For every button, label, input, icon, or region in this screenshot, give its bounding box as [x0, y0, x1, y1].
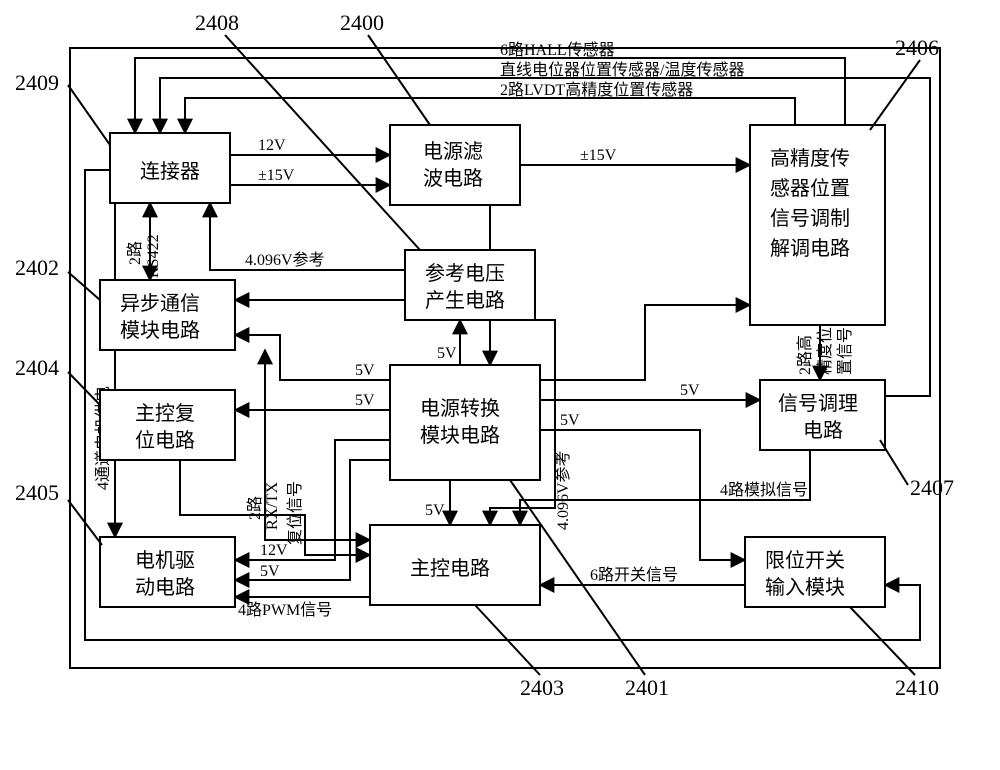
block-reset: 主控复 位电路 — [100, 390, 235, 460]
label-hall: 6路HALL传感器 — [500, 41, 615, 59]
svg-text:模块电路: 模块电路 — [120, 319, 200, 342]
svg-text:2400: 2400 — [340, 10, 384, 35]
label-5v-a: 5V — [437, 345, 457, 362]
label-pos2a: 2路高 — [796, 335, 814, 375]
label-reset: 复位信号 — [286, 481, 304, 545]
svg-text:模块电路: 模块电路 — [420, 424, 500, 447]
svg-text:2407: 2407 — [910, 475, 954, 500]
svg-text:解调电路: 解调电路 — [770, 237, 850, 260]
label-linpot: 直线电位器位置传感器/温度传感器 — [500, 61, 744, 79]
label-rs422b: RS422 — [145, 234, 162, 278]
svg-text:2408: 2408 — [195, 10, 239, 35]
label-5v-f: 5V — [425, 502, 445, 519]
svg-text:限位开关: 限位开关 — [765, 549, 845, 572]
label-pos2b: 精度位 — [816, 327, 834, 375]
label-5v-g: 5V — [260, 563, 280, 580]
svg-text:2401: 2401 — [625, 675, 669, 700]
label-rxtx: 2路 — [246, 496, 264, 520]
label-pwm4: 4路PWM信号 — [238, 601, 332, 619]
label-5v-c: 5V — [355, 392, 375, 409]
svg-text:2405: 2405 — [15, 480, 59, 505]
svg-text:位电路: 位电路 — [135, 429, 195, 452]
label-5v-b: 5V — [355, 362, 375, 379]
label-5v-e: 5V — [560, 412, 580, 429]
block-async-comm: 异步通信 模块电路 — [100, 280, 235, 350]
block-hi-prec: 高精度传 感器位置 信号调制 解调电路 — [750, 125, 885, 325]
svg-text:动电路: 动电路 — [135, 576, 195, 599]
svg-text:2409: 2409 — [15, 70, 59, 95]
svg-text:主控电路: 主控电路 — [410, 557, 490, 580]
svg-text:信号调制: 信号调制 — [770, 207, 850, 230]
label-ref4096: 4.096V参考 — [245, 251, 325, 269]
block-power-filter: 电源滤 波电路 — [390, 125, 520, 205]
block-power-conv: 电源转换 模块电路 — [390, 365, 540, 480]
svg-text:2403: 2403 — [520, 675, 564, 700]
label-pm15v-b: ±15V — [580, 147, 617, 164]
svg-text:连接器: 连接器 — [140, 160, 200, 183]
block-connector: 连接器 — [110, 133, 230, 203]
label-rs422: 2路 — [126, 241, 144, 265]
svg-text:2404: 2404 — [15, 355, 59, 380]
svg-text:2402: 2402 — [15, 255, 59, 280]
svg-text:输入模块: 输入模块 — [765, 576, 845, 599]
svg-text:产生电路: 产生电路 — [425, 289, 505, 312]
svg-text:参考电压: 参考电压 — [425, 262, 505, 285]
svg-text:波电路: 波电路 — [423, 167, 483, 190]
block-diagram: 6路HALL传感器 直线电位器位置传感器/温度传感器 2路LVDT高精度位置传感… — [0, 0, 1000, 770]
label-pos2c: 置信号 — [836, 327, 854, 375]
label-analog4: 4路模拟信号 — [720, 481, 808, 499]
label-12v-a: 12V — [258, 137, 286, 154]
label-pm15v-a: ±15V — [258, 167, 295, 184]
svg-text:电源转换: 电源转换 — [420, 397, 500, 420]
label-5v-d: 5V — [680, 382, 700, 399]
svg-text:主控复: 主控复 — [135, 402, 195, 425]
svg-text:电路: 电路 — [803, 419, 843, 442]
label-ref4096-b: 4.096V参考 — [554, 450, 572, 530]
svg-text:高精度传: 高精度传 — [770, 147, 850, 170]
label-rxtxb: RX/TX — [264, 482, 281, 530]
svg-text:感器位置: 感器位置 — [770, 177, 850, 200]
block-main-ctrl: 主控电路 — [370, 525, 540, 605]
label-lvdt: 2路LVDT高精度位置传感器 — [500, 81, 693, 99]
block-motor-drv: 电机驱 动电路 — [100, 537, 235, 607]
block-ref-voltage: 参考电压 产生电路 — [405, 250, 535, 320]
svg-text:2406: 2406 — [895, 35, 939, 60]
block-signal-cond: 信号调理 电路 — [760, 380, 885, 450]
svg-text:电机驱: 电机驱 — [135, 549, 195, 572]
label-12v-c: 12V — [260, 542, 288, 559]
svg-text:电源滤: 电源滤 — [423, 140, 483, 163]
svg-text:2410: 2410 — [895, 675, 939, 700]
block-limit-sw: 限位开关 输入模块 — [745, 537, 885, 607]
svg-text:信号调理: 信号调理 — [778, 392, 858, 415]
label-sw6: 6路开关信号 — [590, 566, 678, 584]
svg-text:异步通信: 异步通信 — [120, 292, 200, 315]
